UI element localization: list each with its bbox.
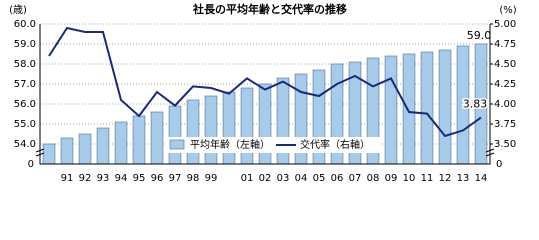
chart-title: 社長の平均年齢と交代率の推移 xyxy=(192,2,347,16)
legend-label: 平均年齢（左軸） xyxy=(190,138,270,151)
bar xyxy=(150,111,164,165)
y-tick-label: 59.0 xyxy=(14,39,36,50)
legend-label: 交代率（右軸） xyxy=(300,138,370,151)
x-tick-label: 93 xyxy=(97,173,110,184)
x-tick-label: 04 xyxy=(295,173,308,184)
y2-tick-label: 4.75 xyxy=(494,39,516,50)
chart: 社長の平均年齢と交代率の推移 (歳) (%) 0 0 54.055.056.05… xyxy=(9,2,517,184)
x-tick-label: 96 xyxy=(151,173,164,184)
legend: 平均年齢（左軸） 交代率（右軸） xyxy=(165,137,380,153)
bar xyxy=(96,127,110,165)
y2-tick-label: 3.75 xyxy=(494,119,516,130)
x-tick-label: 14 xyxy=(475,173,488,184)
bar xyxy=(222,91,236,165)
bar xyxy=(186,99,200,165)
x-tick-label: 98 xyxy=(187,173,200,184)
bar xyxy=(204,95,218,165)
line-value-label: 3.83 xyxy=(463,98,488,111)
y-tick-label: 55.0 xyxy=(14,119,36,130)
x-tick-label: 95 xyxy=(133,173,146,184)
x-tick-label: 02 xyxy=(259,173,272,184)
y-unit: (歳) xyxy=(9,4,27,16)
x-tick-label: 06 xyxy=(331,173,344,184)
y-tick-label: 57.0 xyxy=(14,79,36,90)
bar xyxy=(402,53,416,165)
y2-tick-label: 4.25 xyxy=(494,79,516,90)
bar xyxy=(60,137,74,165)
axes xyxy=(39,24,491,165)
y2-break-label: 0 xyxy=(496,159,502,170)
line xyxy=(48,26,482,138)
bar xyxy=(384,55,398,165)
y2-tick-label: 4.00 xyxy=(494,99,516,110)
y2-unit: (%) xyxy=(499,5,516,16)
bar xyxy=(420,51,434,165)
y-tick-label: 60.0 xyxy=(14,19,36,30)
x-tick-label: 01 xyxy=(241,173,254,184)
y-tick-label: 58.0 xyxy=(14,59,36,70)
y2-tick-label: 3.50 xyxy=(494,139,516,150)
legend-bg xyxy=(165,137,380,153)
bar-value-label: 59.0 xyxy=(467,29,492,42)
x-tick-label: 97 xyxy=(169,173,182,184)
bar xyxy=(438,49,452,165)
bar xyxy=(168,105,182,165)
bar xyxy=(132,115,146,165)
x-tick-label: 12 xyxy=(439,173,452,184)
legend-swatch xyxy=(169,139,185,150)
x-tick-label: 08 xyxy=(367,173,380,184)
x-tick-label: 07 xyxy=(349,173,362,184)
x-tick-label: 05 xyxy=(313,173,326,184)
y-tick-label: 56.0 xyxy=(14,99,36,110)
x-tick-label: 03 xyxy=(277,173,290,184)
axis-break xyxy=(485,148,495,157)
x-tick-label: 09 xyxy=(385,173,398,184)
x-tick-label: 94 xyxy=(115,173,128,184)
x-tick-label: 13 xyxy=(457,173,470,184)
x-tick-label: 92 xyxy=(79,173,92,184)
bar xyxy=(78,133,92,165)
bar xyxy=(42,143,56,165)
x-tick-label: 10 xyxy=(403,173,416,184)
bar xyxy=(114,121,128,165)
x-tick-label: 99 xyxy=(205,173,218,184)
x-tick-label: 91 xyxy=(61,173,74,184)
y-break-label: 0 xyxy=(28,159,34,170)
y2-tick-label: 5.00 xyxy=(494,19,516,30)
plot: 54.0 55.0 56.0 57.0 58.0 59.0 60.0 3.50 3.75 4.00… xyxy=(14,19,517,184)
x-tick-label: 11 xyxy=(421,173,434,184)
y2-tick-label: 4.50 xyxy=(494,59,516,70)
y-tick-label: 54.0 xyxy=(14,139,36,150)
axis-break xyxy=(35,148,45,157)
